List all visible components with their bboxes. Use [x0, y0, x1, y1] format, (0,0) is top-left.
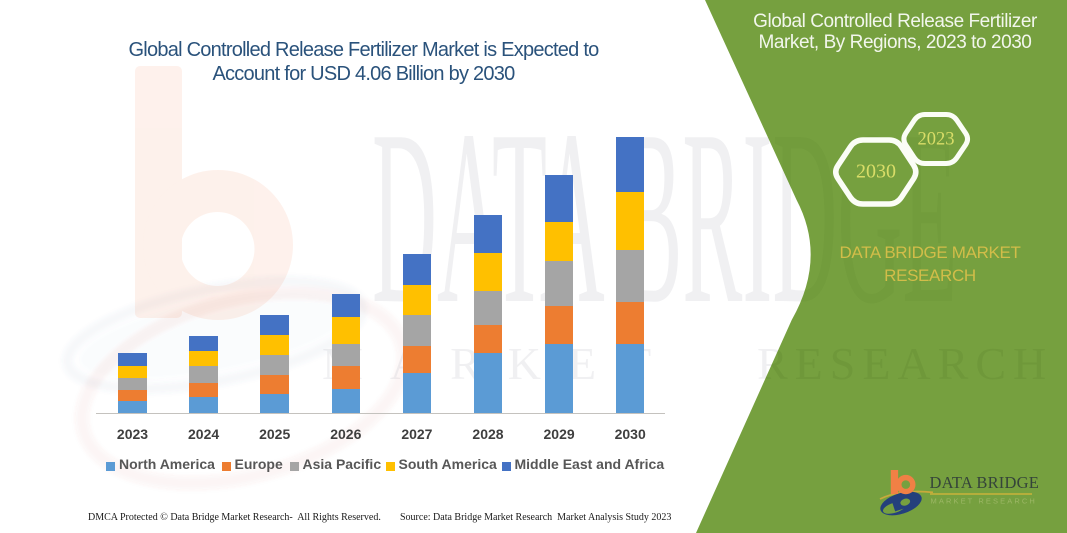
svg-text:DATA BRIDGE: DATA BRIDGE [930, 473, 1040, 492]
svg-text:MARKET RESEARCH: MARKET RESEARCH [931, 497, 1037, 506]
svg-text:2023: 2023 [918, 130, 955, 150]
svg-text:DATA BRIDGE: DATA BRIDGE [372, 79, 957, 356]
svg-text:RESEARCH: RESEARCH [757, 338, 1053, 389]
svg-text:2030: 2030 [856, 161, 896, 183]
